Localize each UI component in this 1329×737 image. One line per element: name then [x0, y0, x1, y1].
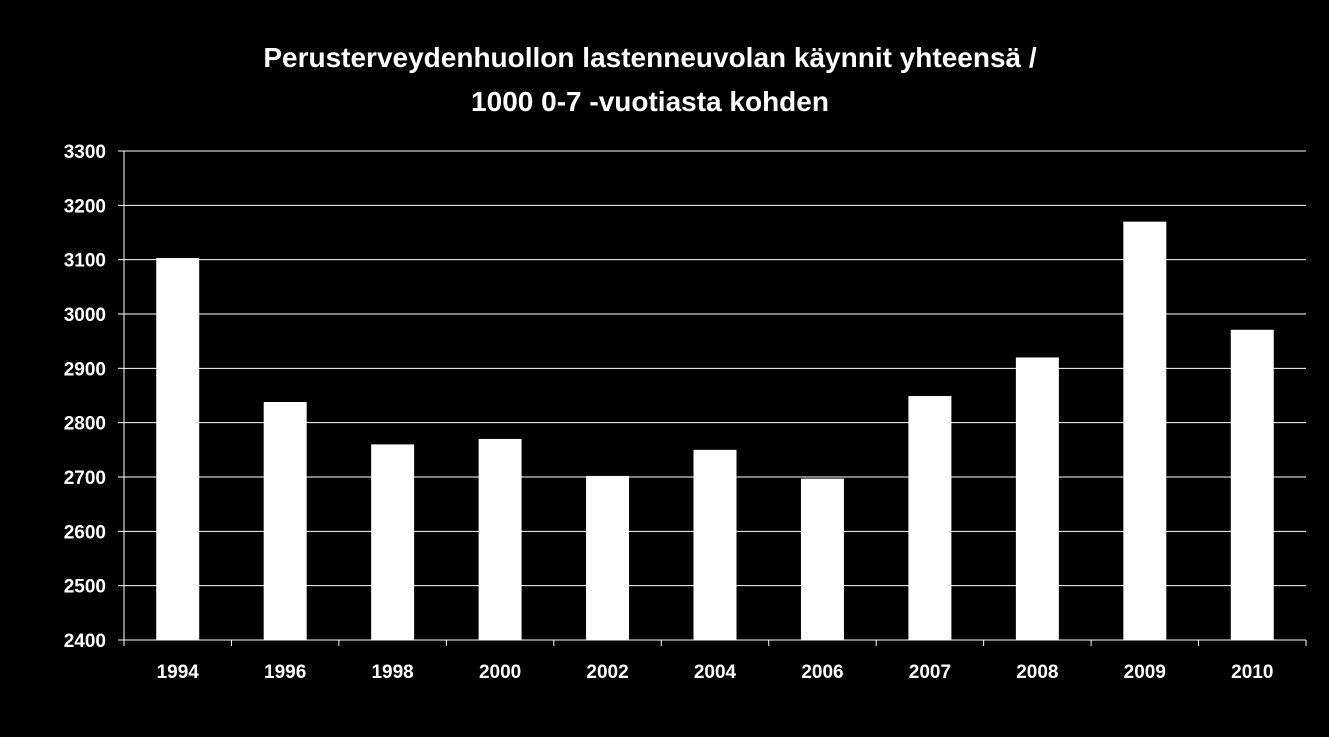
y-tick-label-2400: 2400	[64, 631, 106, 652]
x-tick-label-2006: 2006	[801, 662, 843, 683]
x-tick-label-2000: 2000	[479, 662, 521, 683]
x-tick-label-1998: 1998	[371, 662, 413, 683]
x-tick-label-2002: 2002	[586, 662, 628, 683]
bar-2004	[693, 449, 737, 640]
chart-title-line-2: 1000 0-7 -vuotiasta kohden	[471, 86, 829, 117]
bar-1994	[156, 258, 200, 640]
y-tick-label-3100: 3100	[64, 251, 106, 272]
x-tick-label-1996: 1996	[264, 662, 306, 683]
axes	[118, 150, 1307, 646]
bar-2006	[800, 478, 844, 640]
x-tick-label-2009: 2009	[1124, 662, 1166, 683]
y-tick-label-3200: 3200	[64, 196, 106, 217]
bar-2007	[908, 396, 952, 640]
y-tick-label-2900: 2900	[64, 359, 106, 380]
y-tick-label-2500: 2500	[64, 577, 106, 598]
x-tick-label-2007: 2007	[909, 662, 951, 683]
y-tick-label-3300: 3300	[64, 142, 106, 163]
y-tick-label-2600: 2600	[64, 522, 106, 543]
x-tick-label-1994: 1994	[157, 662, 200, 683]
bar-2010	[1230, 329, 1274, 640]
bar-2002	[586, 475, 630, 640]
y-tick-label-2800: 2800	[64, 414, 106, 435]
bar-2008	[1015, 357, 1059, 640]
bar-2000	[478, 438, 522, 640]
chart-title-line-1: Perusterveydenhuollon lastenneuvolan käy…	[263, 42, 1037, 73]
chart-title: Perusterveydenhuollon lastenneuvolan käy…	[100, 36, 1200, 124]
y-tick-label-3000: 3000	[64, 305, 106, 326]
x-tick-label-2008: 2008	[1016, 662, 1058, 683]
bar-1996	[263, 402, 307, 640]
bar-1998	[371, 444, 415, 640]
x-tick-label-2004: 2004	[694, 662, 737, 683]
x-tick-label-2010: 2010	[1231, 662, 1273, 683]
y-tick-label-2700: 2700	[64, 468, 106, 489]
bar-2009	[1123, 221, 1167, 640]
bars	[156, 221, 1274, 640]
tick-labels: 2400 2500 2600 2700 2800 2900 3000 3100 3200 3300…	[64, 142, 1274, 683]
